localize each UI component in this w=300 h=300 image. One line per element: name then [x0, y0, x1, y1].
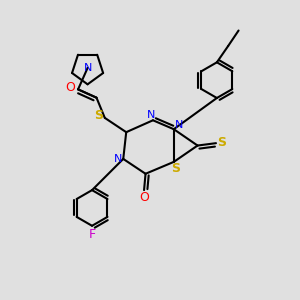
Text: S: S: [218, 136, 226, 149]
Text: N: N: [83, 63, 92, 73]
Text: O: O: [139, 191, 149, 204]
Text: F: F: [88, 228, 96, 241]
Text: S: S: [171, 162, 180, 175]
Text: N: N: [175, 120, 183, 130]
Text: S: S: [94, 109, 103, 122]
Text: N: N: [114, 154, 122, 164]
Text: O: O: [65, 81, 75, 94]
Text: N: N: [147, 110, 156, 120]
